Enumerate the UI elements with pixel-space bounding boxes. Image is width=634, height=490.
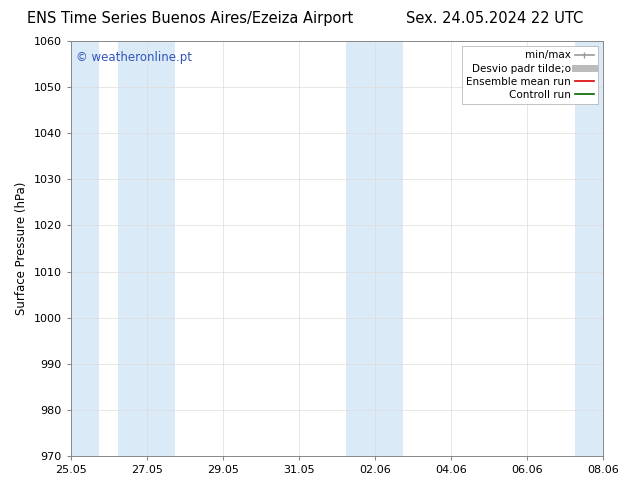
Bar [574, 41, 603, 456]
Text: © weatheronline.pt: © weatheronline.pt [76, 51, 192, 64]
Text: Sex. 24.05.2024 22 UTC: Sex. 24.05.2024 22 UTC [406, 11, 583, 26]
Bar [71, 41, 100, 456]
Text: ENS Time Series Buenos Aires/Ezeiza Airport: ENS Time Series Buenos Aires/Ezeiza Airp… [27, 11, 353, 26]
Legend: min/max, Desvio padr tilde;o, Ensemble mean run, Controll run: min/max, Desvio padr tilde;o, Ensemble m… [462, 46, 598, 104]
Bar [119, 41, 175, 456]
Bar [346, 41, 403, 456]
Y-axis label: Surface Pressure (hPa): Surface Pressure (hPa) [15, 182, 28, 315]
